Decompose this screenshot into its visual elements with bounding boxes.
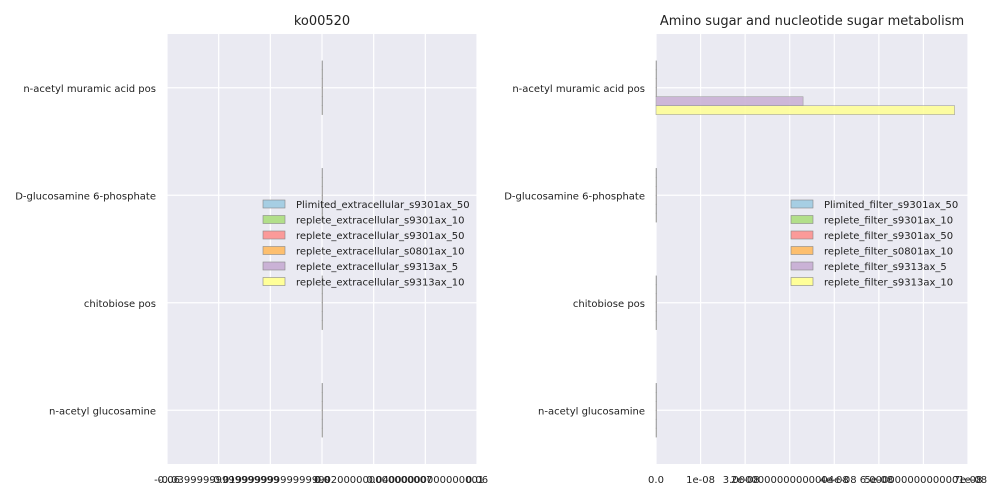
legend-label: replete_extracellular_s9313ax_5 [296,262,458,273]
chart-left: n-acetyl muramic acid pos D-glucosamine 6… [15,34,488,486]
bar [321,96,323,106]
legend-swatch [262,230,286,240]
bar [655,185,657,196]
bar [655,400,657,411]
bar [655,96,804,106]
y-tick-label: n-acetyl muramic acid pos [512,84,645,95]
bar [655,69,657,80]
x-tick-label: 1e-08 [686,475,715,486]
legend-swatch [262,261,286,271]
bar [321,427,323,438]
chart-title-left: ko00520 [293,14,351,29]
x-tick-label: -0.01999999999999999 [210,475,331,486]
x-tick-label: 4e-08 [820,475,849,486]
bar [655,392,657,402]
bar [321,383,323,393]
x-tick-label: 7e-08 [954,475,983,486]
y-tick-label: chitobiose pos [573,299,645,310]
legend: Plimited_extracellular_s9301ax_50replete… [262,199,470,289]
legend-label: replete_filter_s9313ax_10 [824,278,953,289]
y-tick-label: chitobiose pos [84,299,156,310]
legend-label: replete_filter_s9313ax_5 [824,262,947,273]
y-tick-label: n-acetyl glucosamine [49,406,156,417]
bar [321,69,323,80]
bar [655,78,657,89]
legend-swatch [790,246,814,255]
legend-swatch [790,215,814,224]
bar [655,105,955,115]
bar [655,302,657,313]
bar [655,293,657,304]
bar [321,400,323,411]
x-tick-label: -0.03999999999999999 [158,475,279,486]
x-tick-label: 0.02000000000000007 [315,475,433,486]
bar [655,87,657,98]
x-tick-label: -0.06 [154,475,180,486]
x-tick-label: 2e-08 [731,475,760,486]
bar [321,185,323,196]
x-tick-label: 0.0 [314,475,330,486]
bar [321,212,323,223]
bar [655,311,657,321]
legend-swatch [262,277,286,286]
bar [321,302,323,313]
bar [655,212,657,223]
x-tick-label: 0.06 [466,475,488,486]
y-tick-label: D-glucosamine 6-phosphate [504,191,645,202]
y-tick-label: n-acetyl glucosamine [538,406,645,417]
legend: Plimited_filter_s9301ax_50 replete_filter… [790,199,958,289]
bar [321,392,323,402]
legend-swatch [790,230,814,240]
bar [321,60,323,71]
legend-label: replete_filter_s9301ax_10 [824,216,953,227]
bar [321,105,323,115]
y-tick-label: n-acetyl muramic acid pos [23,84,156,95]
bar [655,60,657,71]
bar [655,383,657,393]
x-tick-label: 0.0 [648,475,664,486]
legend-label: replete_extracellular_s9301ax_50 [296,231,464,242]
legend-label: replete_filter_s0801ax_10 [824,247,953,258]
chart-right: n-acetyl muramic acid pos D-glucosamine 6… [504,34,987,486]
legend-label: Plimited_filter_s9301ax_50 [824,200,958,211]
x-tick-label: 0.04000000000000001 [366,475,484,486]
bar [655,203,657,214]
bar [655,284,657,295]
bar [321,78,323,89]
bar [321,418,323,429]
y-tick-label: D-glucosamine 6-phosphate [15,191,156,202]
legend-label: replete_extracellular_s9301ax_10 [296,216,464,227]
bar [655,275,657,286]
legend-label: Plimited_extracellular_s9301ax_50 [296,200,470,211]
legend-swatch [790,199,814,209]
bar [655,409,657,420]
bar [655,418,657,429]
bar [655,194,657,205]
chart-title-right: Amino sugar and nucleotide sugar metabol… [659,14,965,29]
legend-label: replete_filter_s9301ax_50 [824,231,953,242]
bar [321,177,323,187]
bar [321,168,323,178]
bar [655,427,657,438]
legend-label: replete_extracellular_s0801ax_10 [296,247,464,258]
legend-swatch [262,199,286,209]
bar [321,409,323,420]
bar [321,87,323,98]
legend-swatch [262,215,286,224]
bar [655,320,657,330]
x-tick-label: 3.0000000000000004e-08 [723,475,857,486]
legend-label: replete_extracellular_s9313ax_10 [296,278,464,289]
x-tick-label: 6.000000000000001e-08 [860,475,987,486]
bar [655,177,657,187]
legend-swatch [790,277,814,286]
bar [655,168,657,178]
bar [321,293,323,304]
bar [321,311,323,321]
legend-swatch [790,261,814,271]
legend-swatch [262,246,286,255]
x-tick-label: 5e-08 [864,475,893,486]
bar [321,320,323,330]
